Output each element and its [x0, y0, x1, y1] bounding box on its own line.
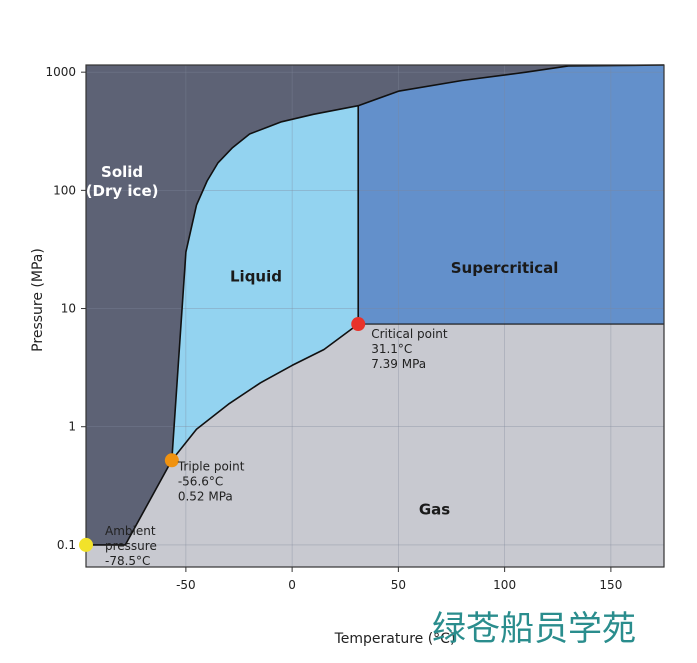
x-axis-label: Temperature (°C) — [334, 631, 456, 647]
melting-curve — [171, 104, 359, 461]
x-tick-label: 100 — [493, 578, 516, 592]
y-axis-label: Pressure (MPa) — [30, 248, 46, 352]
y-tick-label: 100 — [53, 183, 76, 197]
region-labels: Solid (Dry ice) Liquid Supercritical Gas — [86, 163, 559, 519]
triple-point-marker — [164, 453, 179, 468]
supercritical-region — [358, 65, 664, 325]
y-tick-label: 10 — [61, 302, 76, 316]
liquid-region — [171, 105, 359, 461]
region-label-supercritical: Supercritical — [451, 259, 559, 277]
y-tick-label: 0.1 — [57, 538, 76, 552]
watermark-logo: 绿苍船员学苑 — [432, 609, 636, 649]
critical-point-marker — [351, 317, 366, 332]
triple-point-annotation: Triple point -56.6°C 0.52 MPa — [177, 459, 245, 503]
plot-frame — [85, 64, 665, 568]
phase-regions — [86, 65, 664, 567]
supercritical-upper-curve — [357, 64, 665, 107]
y-tick-label: 1000 — [45, 65, 76, 79]
y-tick-label: 1 — [68, 420, 76, 434]
x-tick-label: 50 — [391, 578, 406, 592]
x-tick-label: -50 — [176, 578, 196, 592]
critical-point-annotation: Critical point 31.1°C 7.39 MPa — [371, 327, 448, 371]
special-points — [79, 317, 366, 552]
region-label-solid: Solid (Dry ice) — [86, 163, 159, 200]
x-tick-label: 0 — [288, 578, 296, 592]
region-label-gas: Gas — [419, 501, 450, 519]
gas-region — [86, 324, 664, 567]
region-label-liquid: Liquid — [230, 267, 282, 285]
point-annotations: Triple point -56.6°C 0.52 MPa Critical poin… — [105, 327, 448, 568]
y-axis-ticks: 0.1 1 10 100 1000 — [45, 65, 86, 552]
ambient-pressure-marker — [79, 537, 93, 552]
ambient-pressure-annotation: Ambient pressure -78.5°C — [105, 524, 157, 568]
sublimation-curve — [86, 459, 173, 546]
x-tick-label: 150 — [599, 578, 622, 592]
x-axis-ticks: -50 0 50 100 150 — [176, 567, 622, 592]
vaporization-curve — [171, 323, 359, 461]
phase-boundaries — [86, 64, 665, 546]
